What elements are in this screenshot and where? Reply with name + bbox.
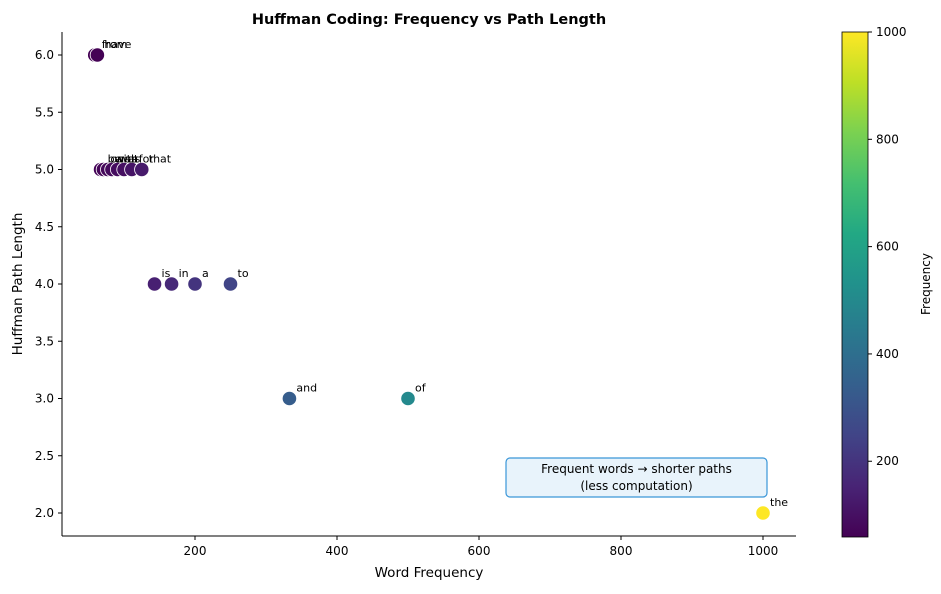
colorbar-tick-label: 400 [876,347,899,361]
colorbar-label: Frequency [919,253,933,315]
colorbar-tick-label: 600 [876,240,899,254]
x-tick-label: 1000 [748,544,779,558]
colorbar-tick-label: 800 [876,132,899,146]
point-label-the: the [770,496,788,509]
point-label-is: is [162,267,171,280]
data-point-have [89,47,105,63]
point-label-on: on [110,153,124,166]
data-point-to [222,276,239,292]
point-label-was: was [119,153,141,166]
point-label-of: of [415,382,427,395]
data-point-a [187,276,203,292]
point-label-have: have [104,38,131,51]
colorbar-ticks: 200 400 600 800 1000 [868,25,907,468]
x-tick-label: 400 [326,544,349,558]
y-axis-ticks: 2.0 2.5 3.0 3.5 4.0 4.5 5.0 5.5 6.0 [35,48,62,520]
point-label-for: for [139,153,155,166]
y-tick-label: 5.5 [35,105,54,119]
axes: 200 400 600 800 1000 2.0 2.5 3.0 3.5 4.0 4.5 5.0 5.… [10,32,796,581]
annotation-line-1: Frequent words → shorter paths [541,462,732,476]
x-axis-label: Word Frequency [375,565,484,581]
point-label-that: that [149,153,172,166]
data-point-is [146,276,163,292]
data-point-and [281,390,298,407]
data-point-in [163,276,180,292]
x-tick-label: 600 [468,544,491,558]
y-tick-label: 4.5 [35,220,54,234]
y-tick-label: 4.0 [35,277,54,291]
x-axis-ticks: 200 400 600 800 1000 [184,536,779,558]
colorbar-gradient [841,31,869,538]
point-label-and: and [296,382,317,395]
point-label-a: a [202,267,209,280]
colorbar-tick-label: 200 [876,454,899,468]
annotation-line-2: (less computation) [580,479,692,493]
point-label-be: be [108,153,122,166]
colorbar: 200 400 600 800 1000 Frequency [841,25,933,538]
point-label-in: in [179,267,189,280]
point-label-to: to [238,267,249,280]
chart-title: Huffman Coding: Frequency vs Path Length [252,12,606,28]
y-tick-label: 3.5 [35,334,54,348]
point-label-with: with [115,153,138,166]
point-label-from: from [102,38,128,51]
x-tick-label: 800 [610,544,633,558]
data-point-that [134,161,150,178]
y-tick-label: 2.0 [35,506,54,520]
colorbar-tick-label: 1000 [876,25,907,39]
data-point-of [400,390,416,407]
point-label-as: as [125,153,138,166]
data-points [87,47,771,521]
y-axis-label: Huffman Path Length [10,213,26,356]
y-tick-label: 6.0 [35,48,54,62]
y-tick-label: 2.5 [35,449,54,463]
data-point-the [755,505,771,521]
y-tick-label: 3.0 [35,392,54,406]
point-label-it: it [131,153,139,166]
x-tick-label: 200 [184,544,207,558]
annotation-box: Frequent words → shorter paths (less com… [505,457,768,498]
y-tick-label: 5.0 [35,163,54,177]
annotation-rect [505,457,768,498]
